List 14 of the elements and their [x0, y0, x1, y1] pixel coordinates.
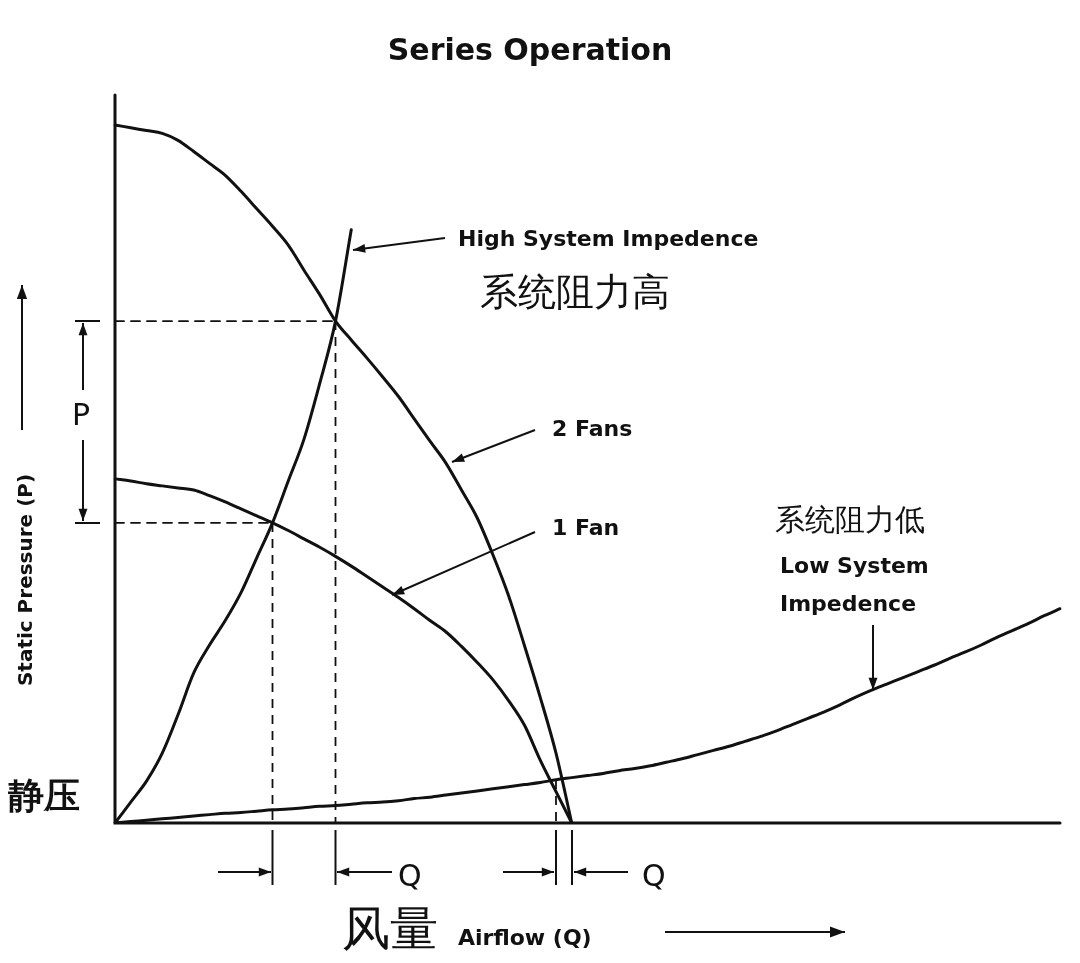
- annotation: 2 Fans: [552, 416, 633, 441]
- text: 静压: [8, 775, 80, 816]
- text: Q: [642, 858, 666, 893]
- text: 风量: [342, 900, 438, 956]
- chart-title: Series Operation: [387, 32, 673, 67]
- annotation: High System Impedence: [458, 226, 759, 251]
- annotation: 系统阻力高: [480, 270, 670, 314]
- annotation: 1 Fan: [552, 515, 620, 540]
- text: Static Pressure (P): [13, 473, 37, 687]
- text: P: [72, 397, 91, 432]
- text: Q: [398, 858, 422, 893]
- text: Airflow (Q): [458, 925, 592, 950]
- annotation: 系统阻力低: [775, 502, 925, 537]
- annotation: Low System Impedence: [780, 553, 929, 616]
